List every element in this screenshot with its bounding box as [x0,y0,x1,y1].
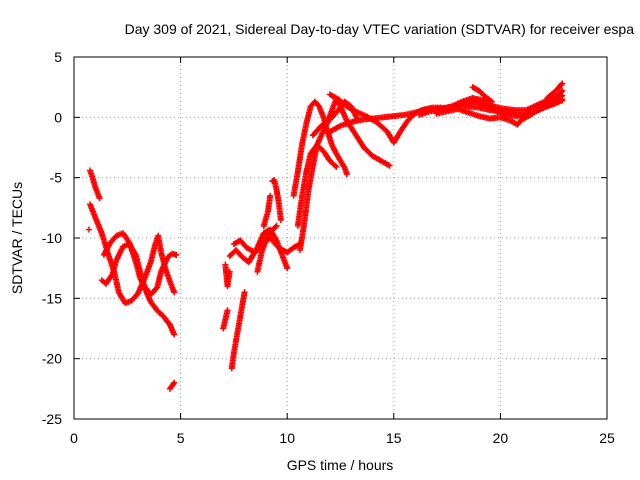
data-point [224,307,231,314]
data-point [173,251,180,258]
data-point [170,381,177,388]
data-point [171,331,178,338]
data-point [331,162,338,169]
data-point [171,289,178,296]
x-tick-label: 5 [177,430,185,446]
y-tick-label: -10 [42,230,62,246]
data-point [284,265,291,272]
y-tick-label: 5 [54,49,62,65]
x-axis-label: GPS time / hours [287,457,394,473]
x-tick-label: 25 [599,430,615,446]
data-point [96,195,103,202]
data-point [226,268,233,275]
data-point [559,80,566,87]
data-point [241,289,248,296]
plot-frame [73,56,608,420]
data-point [171,379,178,386]
x-tick-label: 10 [279,430,295,446]
data-point [559,96,566,103]
y-tick-label: -25 [42,411,62,427]
data-point [343,171,350,178]
y-tick-label: -5 [50,170,63,186]
data-point [85,226,92,233]
x-tick-label: 15 [386,430,402,446]
y-tick-label: 0 [54,109,62,125]
data-point [272,223,279,230]
data-point [260,222,267,229]
x-tick-label: 20 [493,430,509,446]
data-point [487,97,494,104]
data-point [386,162,393,169]
data-point [333,163,340,170]
x-tick-label: 0 [70,430,78,446]
data-point [273,222,280,229]
y-tick-label: -15 [42,290,62,306]
data-point [277,216,284,223]
chart-title: Day 309 of 2021, Sidereal Day-to-day VTE… [125,21,635,37]
y-tick-label: -20 [42,351,62,367]
data-points [85,80,566,392]
y-axis-label: SDTVAR / TECUs [9,182,25,294]
data-point [488,98,495,105]
data-point [558,81,565,88]
